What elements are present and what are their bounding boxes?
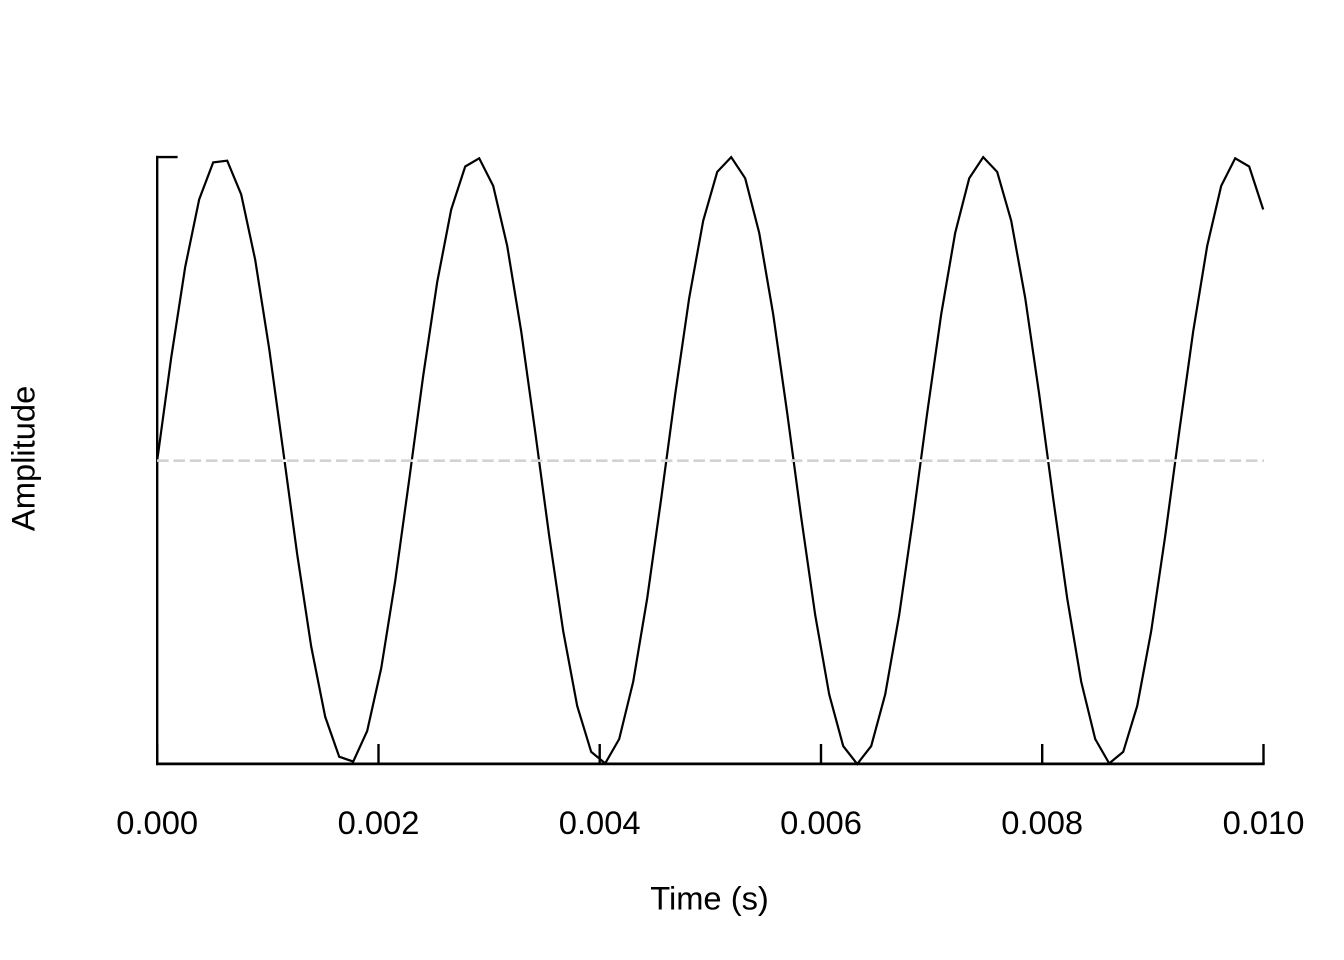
svg-text:0.000: 0.000: [116, 804, 198, 841]
svg-text:0.006: 0.006: [780, 804, 862, 841]
svg-text:0.010: 0.010: [1223, 804, 1305, 841]
svg-text:Time (s): Time (s): [650, 880, 769, 917]
svg-text:0.008: 0.008: [1001, 804, 1083, 841]
svg-text:Amplitude: Amplitude: [5, 386, 42, 531]
svg-text:0.004: 0.004: [559, 804, 641, 841]
svg-text:0.002: 0.002: [338, 804, 420, 841]
